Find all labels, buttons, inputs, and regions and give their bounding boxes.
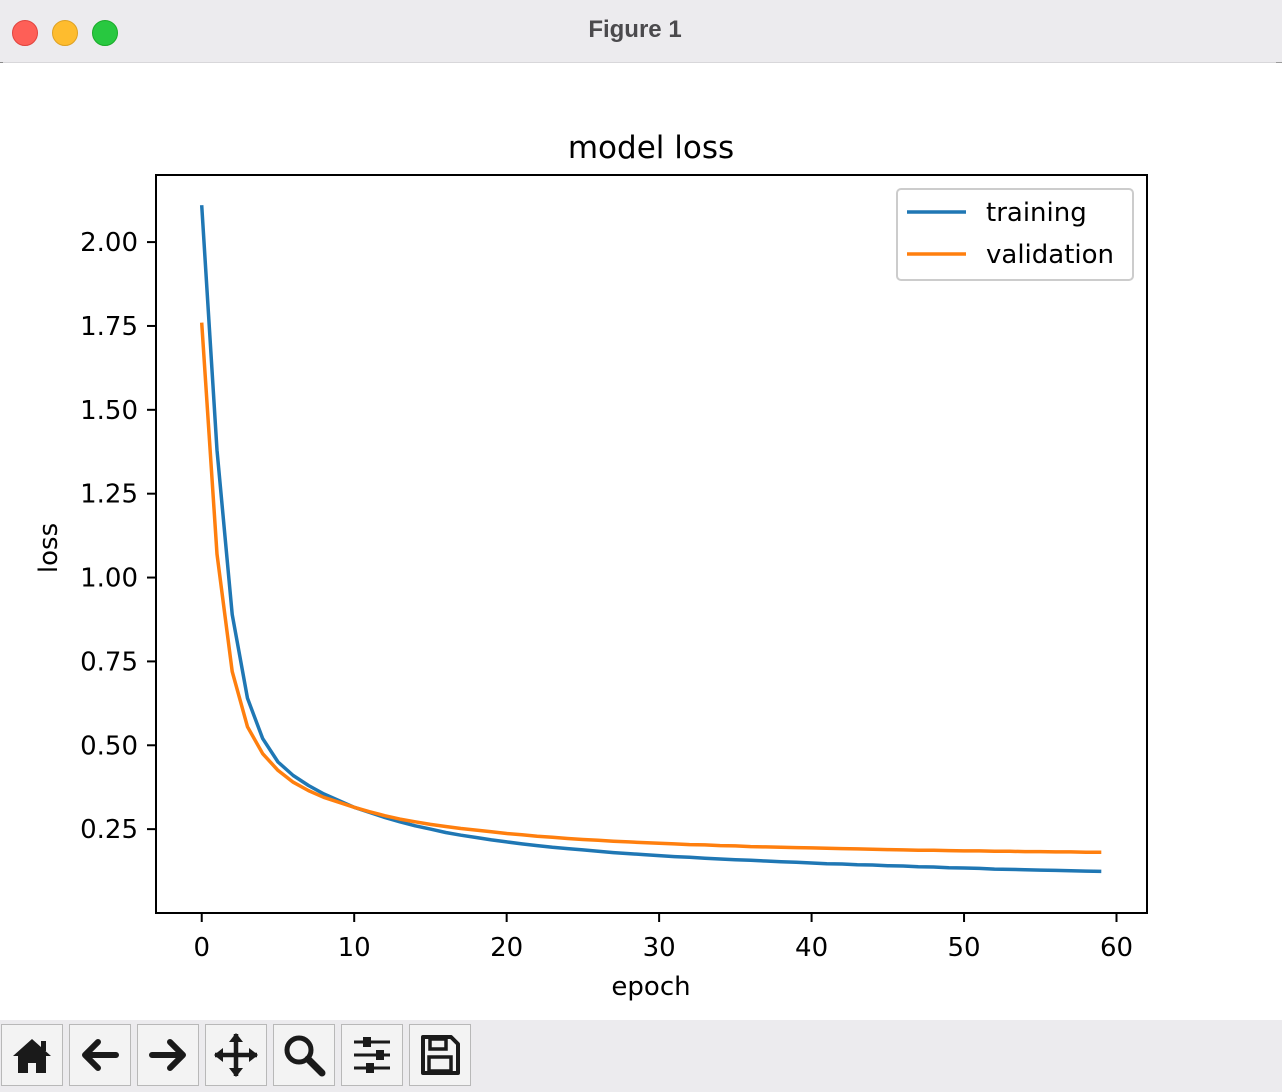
figure-canvas[interactable]: model loss 0 10 20 30 40 50 60 0.25 0.50 0.75 1.00… [0, 63, 1282, 1020]
window-title: Figure 1 [588, 16, 682, 43]
forward-arrow-icon [149, 1039, 186, 1071]
save-button[interactable] [409, 1024, 471, 1086]
pan-button[interactable] [205, 1024, 267, 1086]
pan-icon [214, 1033, 258, 1077]
configure-subplots-button[interactable] [341, 1024, 403, 1086]
x-tick-label: 30 [643, 933, 676, 963]
back-arrow-icon [82, 1039, 119, 1071]
chart-title: model loss [568, 130, 734, 166]
legend-label-training: training [986, 198, 1087, 228]
line-chart: model loss 0 10 20 30 40 50 60 0.25 0.50 0.75 1.00… [34, 130, 1148, 1002]
home-button[interactable] [1, 1024, 63, 1086]
maximize-window-button[interactable] [92, 20, 118, 46]
zoom-icon [284, 1035, 326, 1077]
y-tick-label: 0.50 [80, 731, 138, 761]
y-axis-label: loss [34, 523, 64, 573]
home-icon [13, 1039, 51, 1073]
plot-frame [155, 174, 1148, 914]
close-window-button[interactable] [12, 20, 38, 46]
y-tick-label: 1.25 [80, 480, 138, 510]
forward-button[interactable] [137, 1024, 199, 1086]
x-tick-label: 10 [338, 933, 371, 963]
series-line-training [199, 205, 1102, 874]
navigation-toolbar [0, 1020, 1282, 1092]
y-tick-label: 1.50 [80, 396, 138, 426]
configure-subplots-icon [354, 1037, 390, 1073]
x-axis-label: epoch [611, 972, 690, 1002]
chart-legend: training validation [896, 188, 1134, 281]
x-tick-label: 60 [1100, 933, 1133, 963]
y-tick-label: 1.75 [80, 312, 138, 342]
y-tick-label: 2.00 [80, 228, 138, 258]
y-tick-label: 0.75 [80, 647, 138, 677]
zoom-button[interactable] [273, 1024, 335, 1086]
back-button[interactable] [69, 1024, 131, 1086]
x-tick-label: 0 [193, 933, 210, 963]
y-tick-label: 0.25 [80, 815, 138, 845]
series-line-validation [199, 322, 1102, 855]
minimize-window-button[interactable] [52, 20, 78, 46]
legend-label-validation: validation [986, 240, 1114, 270]
x-tick-label: 40 [795, 933, 828, 963]
title-bar[interactable]: Figure 1 [0, 0, 1282, 63]
x-tick-label: 20 [490, 933, 523, 963]
save-icon [421, 1035, 460, 1075]
y-tick-label: 1.00 [80, 564, 138, 594]
x-tick-label: 50 [947, 933, 980, 963]
